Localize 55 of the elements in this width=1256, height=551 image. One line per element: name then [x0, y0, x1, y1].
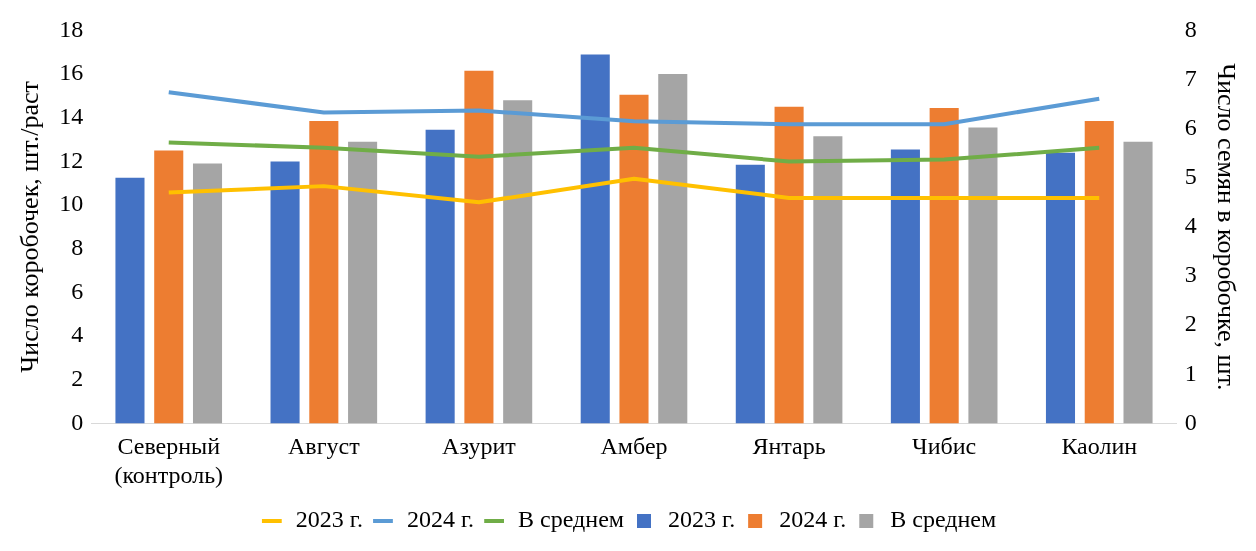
y2-tick-label: 2	[1184, 310, 1197, 337]
legend-label: 2023 г.	[295, 506, 363, 533]
bar	[192, 163, 223, 424]
x-tick-label: Янтарь	[752, 433, 826, 460]
y-axis-title: Число коробочек, шт./раст	[15, 81, 45, 373]
x-tick-label: Амбер	[600, 433, 668, 460]
y-tick-label: 2	[71, 365, 84, 392]
bar	[929, 107, 959, 424]
y-tick-label: 14	[59, 103, 84, 130]
legend-label: 2024 г.	[779, 506, 847, 533]
y2-tick-label: 0	[1184, 408, 1197, 435]
y2-tick-label: 5	[1184, 163, 1197, 190]
legend-label: В среднем	[518, 506, 624, 533]
y2-tick-label: 6	[1184, 113, 1197, 140]
bar	[658, 74, 688, 424]
y2-tick-label: 7	[1184, 64, 1197, 91]
bar	[1084, 121, 1114, 424]
bar	[774, 106, 804, 424]
x-tick-label: Каолин	[1061, 433, 1138, 460]
bar	[890, 149, 920, 424]
legend-label: В среднем	[890, 506, 997, 533]
y-tick-label: 6	[71, 277, 84, 304]
y-tick-label: 0	[71, 408, 84, 435]
bar	[115, 177, 145, 424]
y2-axis-title: Число семян в коробочке, шт.	[1211, 63, 1241, 391]
x-tick-label: Август	[288, 433, 361, 460]
legend-label: 2023 г.	[668, 506, 736, 533]
x-tick-label: Азурит	[442, 433, 517, 460]
bar	[270, 161, 300, 424]
bar	[348, 141, 378, 424]
bar	[154, 150, 184, 424]
x-tick-label: Северный (контроль)	[114, 433, 224, 488]
y-tick-label: 10	[59, 190, 84, 217]
bar	[580, 54, 610, 424]
x-tick-label: Чибис	[912, 433, 977, 460]
bar	[813, 136, 843, 424]
bar	[1045, 152, 1076, 424]
bar	[619, 94, 649, 424]
y-tick-label: 18	[59, 15, 84, 42]
y-tick-label: 12	[59, 146, 84, 173]
y2-tick-label: 1	[1184, 359, 1197, 386]
bar	[425, 129, 455, 424]
y2-tick-label: 4	[1184, 212, 1197, 239]
y-tick-label: 4	[71, 321, 84, 348]
y2-tick-label: 8	[1184, 15, 1197, 42]
bar	[309, 121, 339, 424]
bar	[735, 164, 765, 424]
legend-label: 2024 г.	[406, 506, 475, 533]
y-tick-label: 8	[71, 234, 84, 261]
bar	[968, 127, 998, 424]
bar	[1123, 141, 1153, 424]
y2-tick-label: 3	[1184, 261, 1197, 288]
y-tick-label: 16	[59, 59, 84, 86]
bar	[464, 70, 494, 424]
bar	[503, 100, 533, 424]
